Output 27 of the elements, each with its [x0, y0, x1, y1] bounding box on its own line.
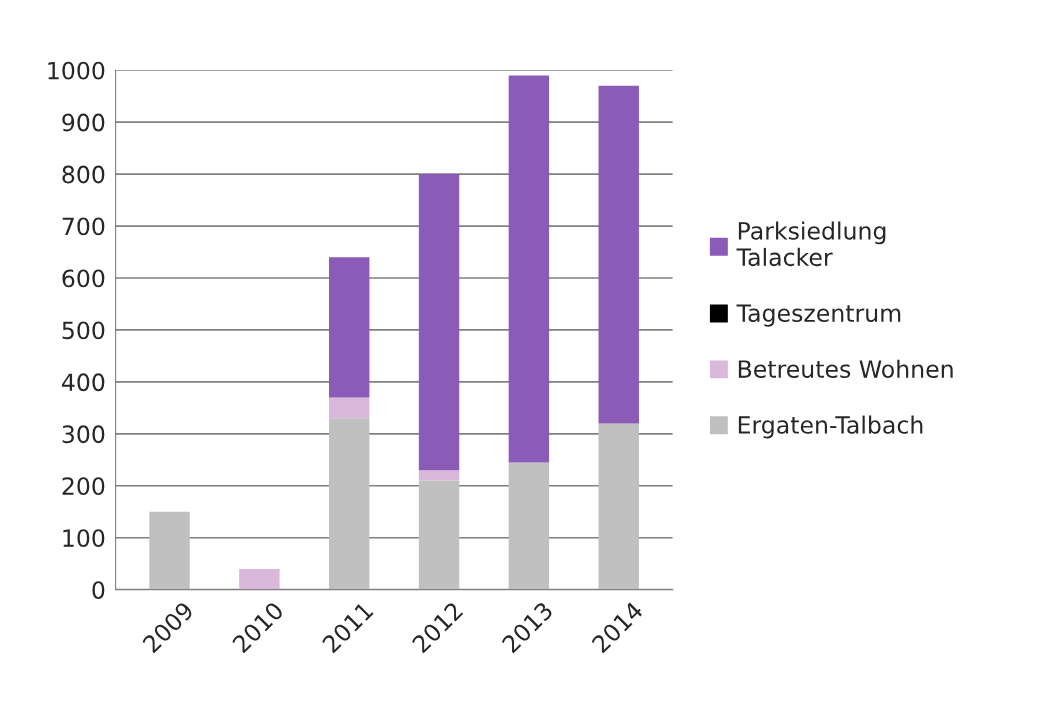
y-tick-label: 100	[63, 529, 105, 548]
y-tick-label: 300	[62, 425, 105, 444]
bar	[328, 397, 370, 419]
bar	[508, 462, 550, 590]
legend-label: Parksiedlung Talacker	[736, 221, 886, 267]
y-tick-label: 200	[62, 477, 105, 496]
y-tick-label: 0	[92, 581, 105, 599]
bar	[328, 257, 370, 398]
y-tick-label: 1000	[48, 61, 105, 80]
y-tick-label: 600	[62, 269, 105, 288]
bar	[418, 174, 460, 471]
y-tick-label: 700	[62, 217, 105, 236]
bar	[598, 423, 639, 590]
bar	[328, 418, 370, 590]
y-tick-label: 800	[62, 165, 105, 184]
legend-label: Tageszentrum	[736, 304, 901, 327]
bar	[418, 480, 460, 590]
y-tick-label: 400	[61, 373, 105, 392]
legend-label: Betreutes Wohnen	[738, 359, 953, 378]
bar	[239, 568, 280, 590]
y-tick-label: 500	[62, 321, 105, 340]
y-tick-label: 900	[62, 113, 105, 132]
bar	[418, 470, 460, 481]
legend-label: Ergaten-Talbach	[738, 415, 923, 439]
bar	[149, 511, 190, 590]
bar	[598, 85, 639, 424]
bar	[508, 75, 550, 463]
